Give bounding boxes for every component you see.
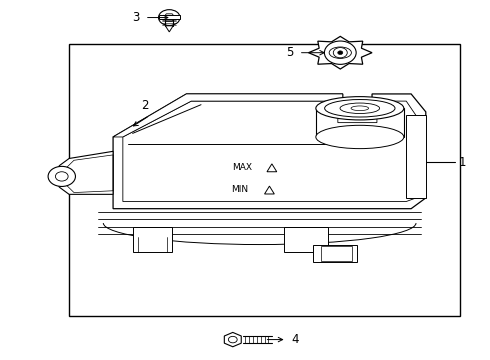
Text: 4: 4: [292, 333, 299, 346]
Polygon shape: [54, 151, 113, 194]
Circle shape: [55, 172, 68, 181]
Text: MIN: MIN: [232, 185, 249, 194]
Ellipse shape: [340, 103, 380, 113]
Ellipse shape: [329, 47, 351, 58]
Bar: [314, 244, 357, 262]
Ellipse shape: [316, 96, 404, 120]
Circle shape: [228, 336, 237, 343]
Bar: [69, 44, 460, 316]
Text: 5: 5: [287, 46, 294, 59]
Text: 2: 2: [141, 99, 148, 112]
Bar: [321, 246, 352, 261]
Polygon shape: [309, 36, 372, 69]
Circle shape: [324, 41, 356, 64]
Bar: [406, 116, 426, 198]
Ellipse shape: [325, 99, 395, 117]
Text: MAX: MAX: [233, 163, 252, 172]
Text: 1: 1: [459, 156, 466, 168]
Bar: [159, 15, 180, 19]
Circle shape: [333, 48, 347, 58]
Circle shape: [159, 10, 180, 26]
Polygon shape: [165, 26, 173, 32]
Text: 3: 3: [133, 11, 140, 24]
Bar: [133, 226, 172, 252]
Polygon shape: [113, 94, 343, 137]
Polygon shape: [113, 94, 426, 209]
Bar: [284, 226, 328, 252]
Ellipse shape: [351, 106, 368, 111]
Circle shape: [48, 166, 75, 186]
Circle shape: [338, 51, 343, 55]
Ellipse shape: [316, 125, 404, 149]
